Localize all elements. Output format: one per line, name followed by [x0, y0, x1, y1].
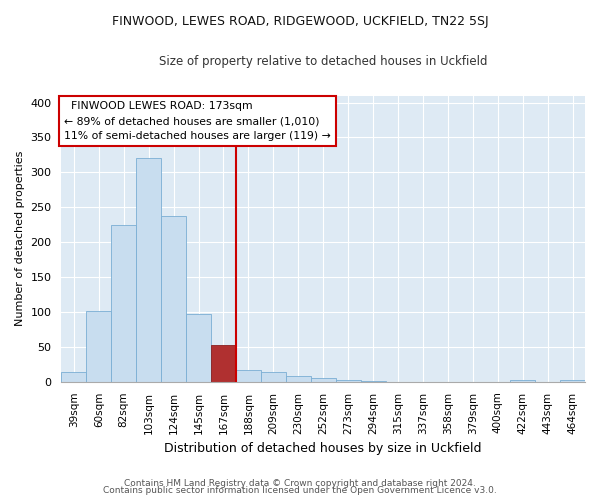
Text: FINWOOD, LEWES ROAD, RIDGEWOOD, UCKFIELD, TN22 5SJ: FINWOOD, LEWES ROAD, RIDGEWOOD, UCKFIELD… — [112, 15, 488, 28]
Bar — [236, 370, 261, 382]
Title: Size of property relative to detached houses in Uckfield: Size of property relative to detached ho… — [159, 55, 487, 68]
Bar — [261, 372, 286, 382]
Text: FINWOOD LEWES ROAD: 173sqm  
← 89% of detached houses are smaller (1,010)
11% of: FINWOOD LEWES ROAD: 173sqm ← 89% of deta… — [64, 102, 331, 141]
Y-axis label: Number of detached properties: Number of detached properties — [15, 151, 25, 326]
Text: Contains public sector information licensed under the Open Government Licence v3: Contains public sector information licen… — [103, 486, 497, 495]
Bar — [111, 224, 136, 382]
Bar — [211, 345, 236, 382]
Bar — [161, 216, 186, 382]
Text: Contains HM Land Registry data © Crown copyright and database right 2024.: Contains HM Land Registry data © Crown c… — [124, 478, 476, 488]
Bar — [560, 380, 585, 382]
Bar — [186, 314, 211, 382]
Bar — [286, 376, 311, 382]
Bar — [335, 380, 361, 382]
Bar — [136, 158, 161, 382]
Bar — [86, 310, 111, 382]
Bar — [361, 381, 386, 382]
Bar — [510, 380, 535, 382]
X-axis label: Distribution of detached houses by size in Uckfield: Distribution of detached houses by size … — [164, 442, 482, 455]
Bar — [311, 378, 335, 382]
Bar — [61, 372, 86, 382]
